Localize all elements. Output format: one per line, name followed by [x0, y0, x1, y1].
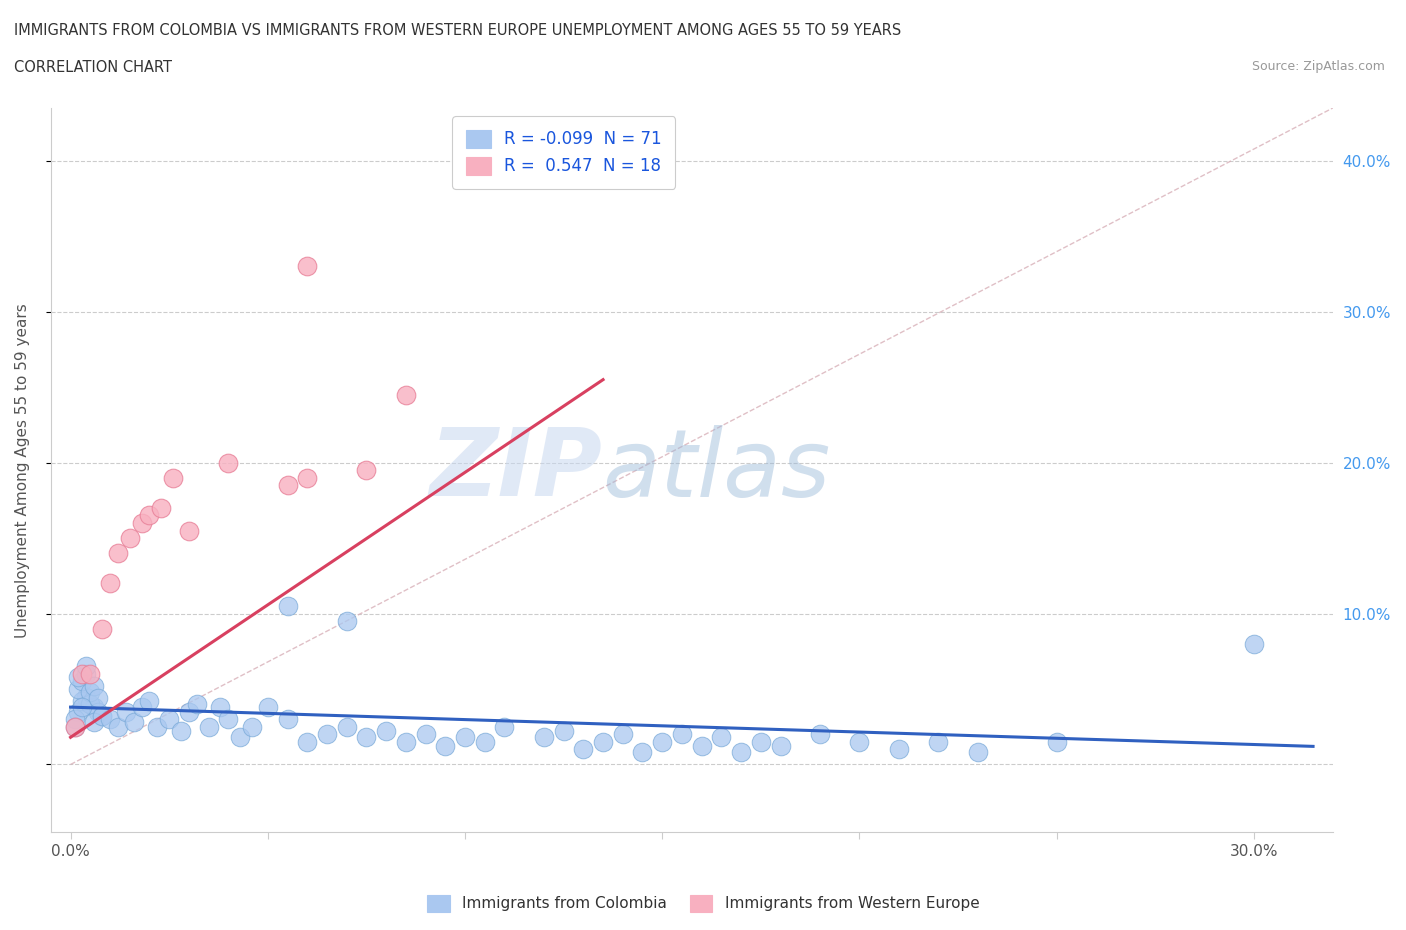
Point [454, 730, 477, 745]
Point [297, 471, 319, 485]
Point [91, 709, 114, 724]
Point [1243, 636, 1265, 651]
Text: ZIP: ZIP [429, 424, 602, 516]
Text: CORRELATION CHART: CORRELATION CHART [14, 60, 172, 75]
Point [592, 735, 614, 750]
Point [276, 711, 298, 726]
Point [146, 719, 169, 734]
Y-axis label: Unemployment Among Ages 55 to 59 years: Unemployment Among Ages 55 to 59 years [15, 303, 30, 638]
Point [769, 739, 792, 754]
Point [75, 667, 97, 682]
Point [157, 711, 180, 726]
Point [122, 715, 145, 730]
Point [533, 730, 555, 745]
Point [72, 699, 94, 714]
Point [79, 697, 101, 711]
Point [612, 727, 634, 742]
Point [297, 735, 319, 750]
Point [256, 699, 278, 714]
Legend: Immigrants from Colombia, Immigrants from Western Europe: Immigrants from Colombia, Immigrants fro… [420, 889, 986, 918]
Point [107, 546, 129, 561]
Point [217, 455, 239, 470]
Point [75, 689, 97, 704]
Legend: R = -0.099  N = 71, R =  0.547  N = 18: R = -0.099 N = 71, R = 0.547 N = 18 [453, 116, 675, 189]
Point [79, 684, 101, 699]
Point [83, 699, 105, 714]
Point [63, 719, 86, 734]
Point [730, 745, 752, 760]
Point [572, 742, 595, 757]
Point [63, 711, 86, 726]
Point [710, 730, 733, 745]
Point [240, 719, 263, 734]
Point [297, 259, 319, 274]
Point [162, 471, 184, 485]
Point [91, 709, 114, 724]
Point [1046, 735, 1069, 750]
Point [356, 730, 378, 745]
Point [107, 719, 129, 734]
Point [138, 508, 160, 523]
Point [91, 621, 114, 636]
Point [474, 735, 496, 750]
Point [177, 523, 200, 538]
Text: atlas: atlas [602, 425, 831, 516]
Point [276, 599, 298, 614]
Point [131, 515, 153, 530]
Point [631, 745, 654, 760]
Point [808, 727, 831, 742]
Text: IMMIGRANTS FROM COLOMBIA VS IMMIGRANTS FROM WESTERN EUROPE UNEMPLOYMENT AMONG AG: IMMIGRANTS FROM COLOMBIA VS IMMIGRANTS F… [14, 23, 901, 38]
Point [927, 735, 949, 750]
Point [690, 739, 713, 754]
Point [72, 694, 94, 709]
Point [98, 576, 121, 591]
Point [356, 463, 378, 478]
Point [114, 704, 136, 719]
Point [848, 735, 870, 750]
Text: Source: ZipAtlas.com: Source: ZipAtlas.com [1251, 60, 1385, 73]
Point [966, 745, 988, 760]
Point [87, 704, 110, 719]
Point [336, 614, 359, 629]
Point [131, 699, 153, 714]
Point [177, 704, 200, 719]
Point [79, 667, 101, 682]
Point [186, 697, 208, 711]
Point [375, 724, 398, 738]
Point [170, 724, 193, 738]
Point [67, 704, 90, 719]
Point [395, 387, 418, 402]
Point [75, 659, 97, 674]
Point [138, 694, 160, 709]
Point [197, 719, 219, 734]
Point [434, 739, 457, 754]
Point [150, 500, 173, 515]
Point [87, 691, 110, 706]
Point [651, 735, 673, 750]
Point [118, 531, 141, 546]
Point [229, 730, 252, 745]
Point [415, 727, 437, 742]
Point [98, 711, 121, 726]
Point [209, 699, 232, 714]
Point [671, 727, 693, 742]
Point [395, 735, 418, 750]
Point [67, 682, 90, 697]
Point [336, 719, 359, 734]
Point [67, 670, 90, 684]
Point [316, 727, 339, 742]
Point [83, 679, 105, 694]
Point [887, 742, 910, 757]
Point [83, 715, 105, 730]
Point [72, 674, 94, 689]
Point [72, 667, 94, 682]
Point [217, 711, 239, 726]
Point [494, 719, 516, 734]
Point [749, 735, 772, 750]
Point [276, 478, 298, 493]
Point [553, 724, 575, 738]
Point [63, 719, 86, 734]
